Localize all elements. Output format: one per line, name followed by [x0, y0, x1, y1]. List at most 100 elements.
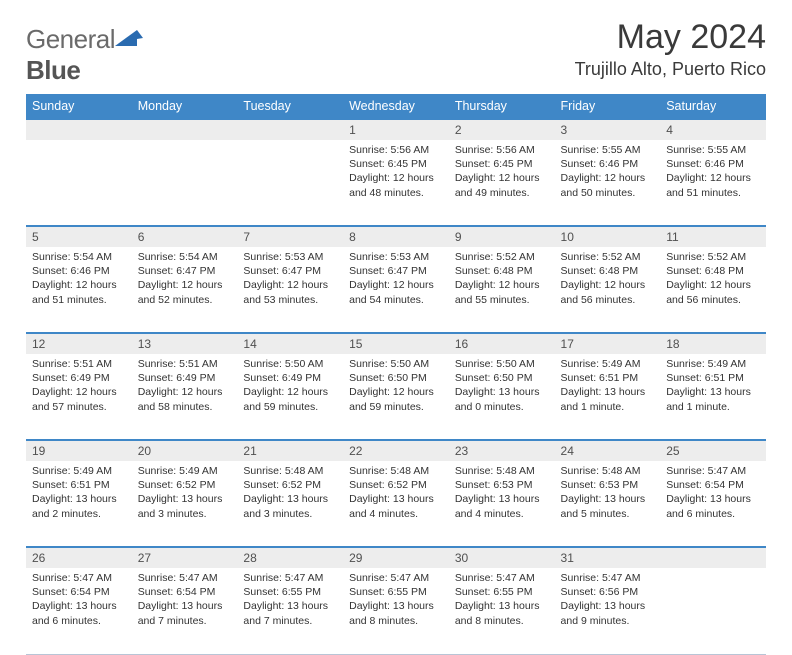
- daylight-line: Daylight: 13 hours and 0 minutes.: [455, 385, 549, 413]
- daylight-line: Daylight: 12 hours and 59 minutes.: [349, 385, 443, 413]
- day-cell: Sunrise: 5:53 AMSunset: 6:47 PMDaylight:…: [237, 247, 343, 333]
- day-number: 19: [26, 440, 132, 461]
- sunrise-line: Sunrise: 5:55 AM: [561, 143, 655, 157]
- daylight-line: Daylight: 13 hours and 6 minutes.: [32, 599, 126, 627]
- day-number: 24: [555, 440, 661, 461]
- brand-text: General Blue: [26, 24, 143, 86]
- daylight-line: Daylight: 12 hours and 50 minutes.: [561, 171, 655, 199]
- day-cell: Sunrise: 5:48 AMSunset: 6:53 PMDaylight:…: [449, 461, 555, 547]
- daylight-line: Daylight: 13 hours and 9 minutes.: [561, 599, 655, 627]
- day-number: 26: [26, 547, 132, 568]
- sunset-line: Sunset: 6:51 PM: [666, 371, 760, 385]
- sunset-line: Sunset: 6:55 PM: [455, 585, 549, 599]
- sunset-line: Sunset: 6:49 PM: [32, 371, 126, 385]
- sunset-line: Sunset: 6:49 PM: [243, 371, 337, 385]
- day-number: 2: [449, 119, 555, 140]
- day-cell: Sunrise: 5:52 AMSunset: 6:48 PMDaylight:…: [449, 247, 555, 333]
- day-cell: Sunrise: 5:55 AMSunset: 6:46 PMDaylight:…: [555, 140, 661, 226]
- day-cell: Sunrise: 5:49 AMSunset: 6:51 PMDaylight:…: [555, 354, 661, 440]
- day-cell: Sunrise: 5:48 AMSunset: 6:52 PMDaylight:…: [343, 461, 449, 547]
- daylight-line: Daylight: 12 hours and 56 minutes.: [561, 278, 655, 306]
- sunrise-line: Sunrise: 5:47 AM: [666, 464, 760, 478]
- day-number: [26, 119, 132, 140]
- day-number: 15: [343, 333, 449, 354]
- sunrise-line: Sunrise: 5:48 AM: [243, 464, 337, 478]
- sunset-line: Sunset: 6:55 PM: [243, 585, 337, 599]
- day-number: 25: [660, 440, 766, 461]
- daylight-line: Daylight: 12 hours and 55 minutes.: [455, 278, 549, 306]
- daylight-line: Daylight: 12 hours and 59 minutes.: [243, 385, 337, 413]
- daylight-line: Daylight: 12 hours and 53 minutes.: [243, 278, 337, 306]
- weekday-header: Sunday: [26, 94, 132, 119]
- content-row: Sunrise: 5:56 AMSunset: 6:45 PMDaylight:…: [26, 140, 766, 226]
- day-cell: Sunrise: 5:56 AMSunset: 6:45 PMDaylight:…: [449, 140, 555, 226]
- sunset-line: Sunset: 6:45 PM: [455, 157, 549, 171]
- sunset-line: Sunset: 6:54 PM: [666, 478, 760, 492]
- sunset-line: Sunset: 6:47 PM: [243, 264, 337, 278]
- brand-word1: General: [26, 24, 115, 54]
- day-cell: Sunrise: 5:50 AMSunset: 6:50 PMDaylight:…: [343, 354, 449, 440]
- content-row: Sunrise: 5:49 AMSunset: 6:51 PMDaylight:…: [26, 461, 766, 547]
- sunrise-line: Sunrise: 5:47 AM: [138, 571, 232, 585]
- brand-word2: Blue: [26, 55, 80, 85]
- content-row: Sunrise: 5:47 AMSunset: 6:54 PMDaylight:…: [26, 568, 766, 654]
- sunset-line: Sunset: 6:52 PM: [138, 478, 232, 492]
- calendar-table: SundayMondayTuesdayWednesdayThursdayFrid…: [26, 94, 766, 655]
- daylight-line: Daylight: 12 hours and 56 minutes.: [666, 278, 760, 306]
- sunrise-line: Sunrise: 5:50 AM: [243, 357, 337, 371]
- sunrise-line: Sunrise: 5:50 AM: [349, 357, 443, 371]
- day-cell: [660, 568, 766, 654]
- day-cell: Sunrise: 5:54 AMSunset: 6:47 PMDaylight:…: [132, 247, 238, 333]
- day-cell: Sunrise: 5:52 AMSunset: 6:48 PMDaylight:…: [660, 247, 766, 333]
- day-cell: Sunrise: 5:51 AMSunset: 6:49 PMDaylight:…: [132, 354, 238, 440]
- day-cell: [26, 140, 132, 226]
- content-row: Sunrise: 5:54 AMSunset: 6:46 PMDaylight:…: [26, 247, 766, 333]
- day-number: 8: [343, 226, 449, 247]
- daylight-line: Daylight: 13 hours and 3 minutes.: [138, 492, 232, 520]
- day-number: 18: [660, 333, 766, 354]
- month-title: May 2024: [575, 18, 766, 57]
- header: General Blue May 2024 Trujillo Alto, Pue…: [26, 18, 766, 86]
- daylight-line: Daylight: 13 hours and 5 minutes.: [561, 492, 655, 520]
- weekday-header-row: SundayMondayTuesdayWednesdayThursdayFrid…: [26, 94, 766, 119]
- location: Trujillo Alto, Puerto Rico: [575, 59, 766, 80]
- sunset-line: Sunset: 6:54 PM: [138, 585, 232, 599]
- sunset-line: Sunset: 6:53 PM: [561, 478, 655, 492]
- sunrise-line: Sunrise: 5:54 AM: [32, 250, 126, 264]
- sunrise-line: Sunrise: 5:51 AM: [32, 357, 126, 371]
- daylight-line: Daylight: 13 hours and 2 minutes.: [32, 492, 126, 520]
- daylight-line: Daylight: 13 hours and 3 minutes.: [243, 492, 337, 520]
- day-cell: Sunrise: 5:47 AMSunset: 6:54 PMDaylight:…: [660, 461, 766, 547]
- sunrise-line: Sunrise: 5:48 AM: [561, 464, 655, 478]
- day-cell: Sunrise: 5:48 AMSunset: 6:52 PMDaylight:…: [237, 461, 343, 547]
- daylight-line: Daylight: 13 hours and 1 minute.: [561, 385, 655, 413]
- daylight-line: Daylight: 13 hours and 4 minutes.: [349, 492, 443, 520]
- day-number: 11: [660, 226, 766, 247]
- day-cell: Sunrise: 5:52 AMSunset: 6:48 PMDaylight:…: [555, 247, 661, 333]
- daylight-line: Daylight: 13 hours and 7 minutes.: [243, 599, 337, 627]
- day-number: [237, 119, 343, 140]
- weekday-header: Thursday: [449, 94, 555, 119]
- day-number: 13: [132, 333, 238, 354]
- daylight-line: Daylight: 12 hours and 48 minutes.: [349, 171, 443, 199]
- day-number: 29: [343, 547, 449, 568]
- day-number: 3: [555, 119, 661, 140]
- day-number: 7: [237, 226, 343, 247]
- day-cell: Sunrise: 5:50 AMSunset: 6:49 PMDaylight:…: [237, 354, 343, 440]
- sunset-line: Sunset: 6:52 PM: [349, 478, 443, 492]
- day-cell: Sunrise: 5:54 AMSunset: 6:46 PMDaylight:…: [26, 247, 132, 333]
- sunrise-line: Sunrise: 5:52 AM: [561, 250, 655, 264]
- weekday-header: Tuesday: [237, 94, 343, 119]
- day-number: 16: [449, 333, 555, 354]
- daynum-row: 1234: [26, 119, 766, 140]
- daylight-line: Daylight: 12 hours and 49 minutes.: [455, 171, 549, 199]
- sunrise-line: Sunrise: 5:47 AM: [455, 571, 549, 585]
- day-number: 4: [660, 119, 766, 140]
- sunset-line: Sunset: 6:49 PM: [138, 371, 232, 385]
- day-number: 22: [343, 440, 449, 461]
- sunrise-line: Sunrise: 5:49 AM: [561, 357, 655, 371]
- day-number: 30: [449, 547, 555, 568]
- day-cell: Sunrise: 5:47 AMSunset: 6:56 PMDaylight:…: [555, 568, 661, 654]
- sunrise-line: Sunrise: 5:49 AM: [138, 464, 232, 478]
- day-number: 1: [343, 119, 449, 140]
